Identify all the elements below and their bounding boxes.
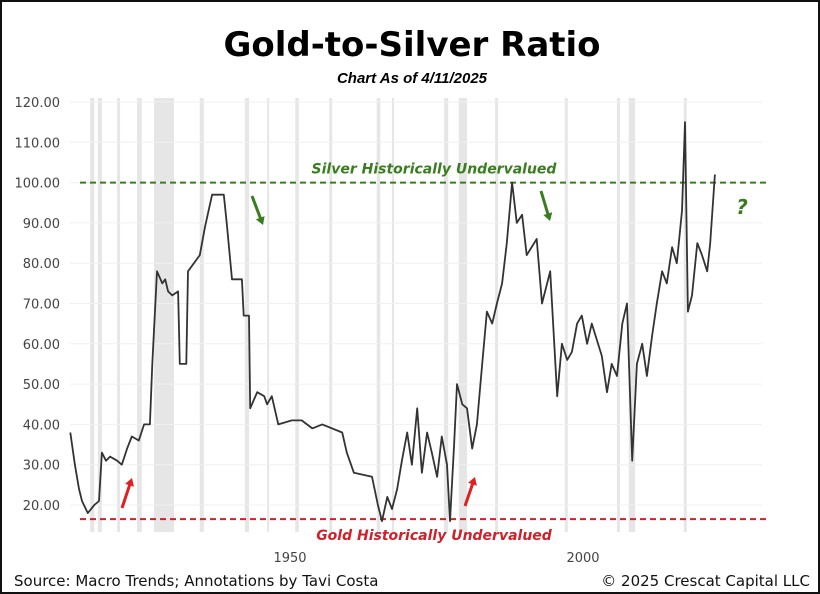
- source-note: Source: Macro Trends; Annotations by Tav…: [14, 572, 378, 590]
- shaded-period: [376, 98, 381, 532]
- shaded-period: [616, 98, 620, 532]
- green-down-arrow-icon: [250, 195, 265, 225]
- y-tick-label: 50.00: [23, 378, 60, 393]
- silver-undervalued-label: Silver Historically Undervalued: [312, 162, 558, 178]
- shaded-period: [199, 98, 204, 532]
- shaded-period: [329, 98, 333, 532]
- y-tick-label: 20.00: [23, 499, 60, 514]
- shaded-period: [154, 98, 174, 532]
- y-tick-label: 30.00: [23, 459, 60, 474]
- y-tick-label: 120.00: [15, 96, 61, 111]
- y-tick-label: 60.00: [23, 338, 60, 353]
- shaded-period: [495, 98, 499, 532]
- y-tick-label: 100.00: [15, 177, 61, 192]
- green-down-arrow-icon: [539, 190, 553, 221]
- chart-subtitle: Chart As of 4/11/2025: [337, 70, 488, 87]
- question-mark-annotation: ?: [736, 195, 748, 219]
- y-tick-label: 80.00: [23, 257, 60, 272]
- red-up-arrow-icon: [463, 477, 477, 507]
- shaded-period: [295, 98, 299, 532]
- shaded-period: [628, 98, 636, 532]
- shaded-period: [267, 98, 270, 532]
- red-up-arrow-icon: [120, 478, 134, 509]
- x-tick-label: 2000: [566, 551, 599, 566]
- copyright-note: © 2025 Crescat Capital LLC: [601, 572, 810, 590]
- y-tick-label: 110.00: [15, 136, 61, 151]
- shaded-period: [137, 98, 142, 532]
- shaded-period: [683, 98, 687, 532]
- chart-title: Gold-to-Silver Ratio: [223, 25, 600, 65]
- y-tick-label: 40.00: [23, 418, 60, 433]
- shaded-period: [444, 98, 449, 532]
- shaded-period: [90, 98, 95, 532]
- ratio-series-line: [69, 121, 716, 522]
- shaded-period: [97, 98, 102, 532]
- shaded-period: [117, 98, 121, 532]
- x-tick-label: 1950: [273, 551, 306, 566]
- shaded-period: [391, 98, 394, 532]
- gold-undervalued-label: Gold Historically Undervalued: [316, 528, 553, 544]
- shaded-period: [458, 98, 467, 532]
- y-tick-label: 90.00: [23, 217, 60, 232]
- y-tick-label: 70.00: [23, 298, 60, 313]
- shaded-period: [564, 98, 568, 532]
